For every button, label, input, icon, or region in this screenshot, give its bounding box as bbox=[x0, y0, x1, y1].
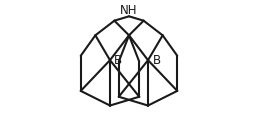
Text: B: B bbox=[152, 53, 160, 66]
Text: B: B bbox=[114, 53, 123, 66]
Text: NH: NH bbox=[120, 4, 138, 16]
